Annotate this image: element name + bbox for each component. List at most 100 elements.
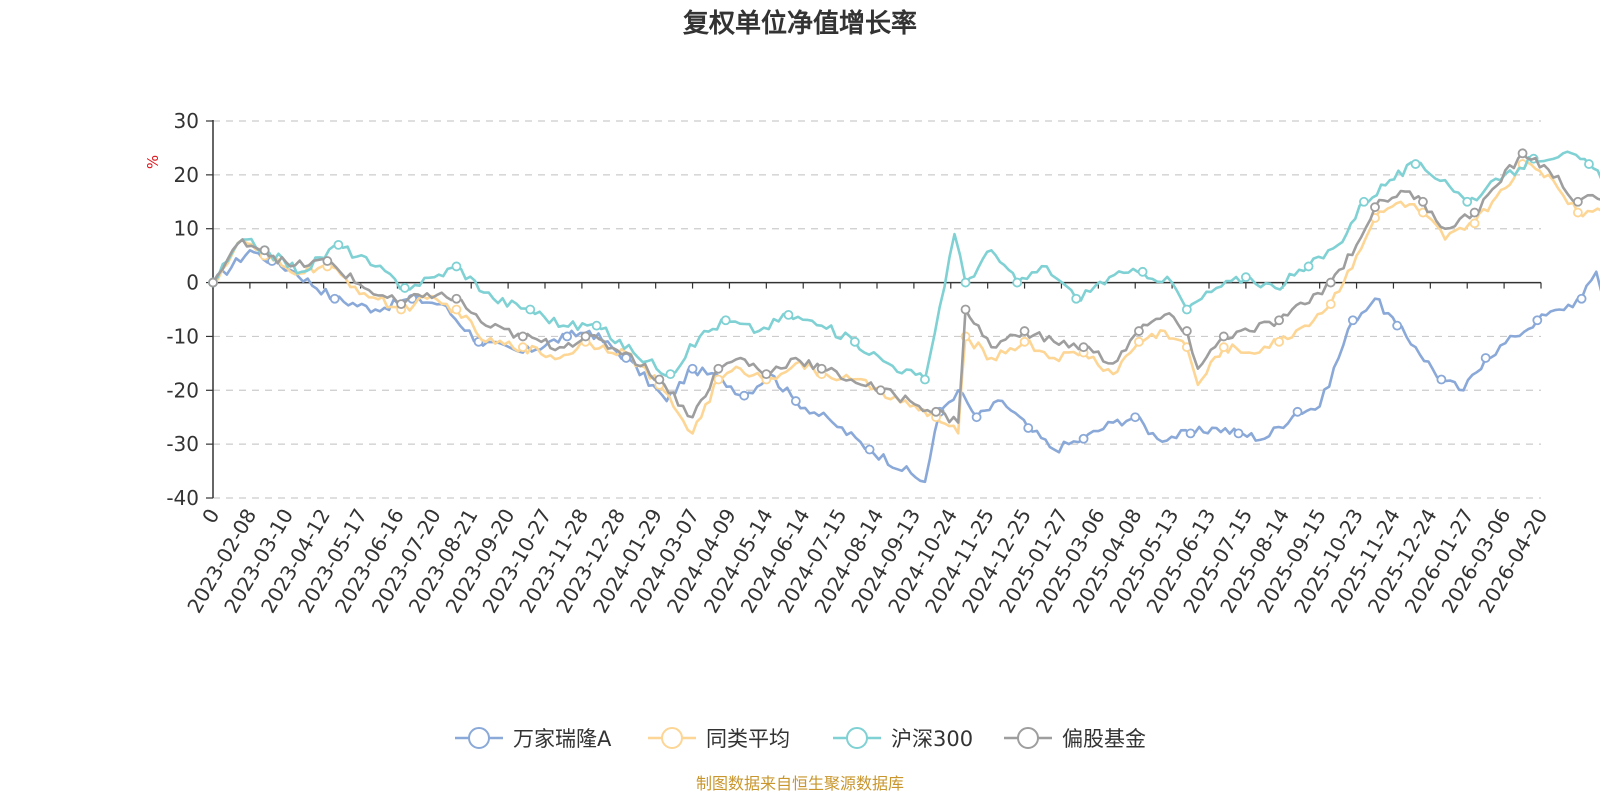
data-point — [1072, 295, 1080, 303]
legend-marker — [847, 728, 867, 748]
data-point — [209, 279, 217, 287]
y-tick-label: 30 — [174, 109, 199, 133]
data-point — [519, 343, 527, 351]
data-point — [1275, 338, 1283, 346]
data-point — [1242, 273, 1250, 281]
legend-item-3[interactable]: 偏股基金 — [1004, 727, 1146, 751]
y-axis-unit: % — [144, 155, 162, 169]
data-point — [1183, 327, 1191, 335]
legend-label: 同类平均 — [706, 727, 790, 751]
data-point — [921, 376, 929, 384]
legend-marker — [662, 728, 682, 748]
legend-marker — [1018, 728, 1038, 748]
legend[interactable]: 万家瑞隆A 同类平均 沪深300 偏股基金 — [455, 727, 1146, 751]
y-tick-label: -30 — [166, 432, 199, 456]
data-point — [740, 392, 748, 400]
legend-item-0[interactable]: 万家瑞隆A — [455, 727, 612, 751]
data-point — [1294, 408, 1302, 416]
data-point — [851, 338, 859, 346]
data-point — [1482, 354, 1490, 362]
data-point — [1183, 306, 1191, 314]
data-point — [1305, 262, 1313, 270]
chart-title: 复权单位净值增长率 — [683, 8, 917, 39]
data-point — [261, 246, 269, 254]
legend-marker — [469, 728, 489, 748]
grid — [213, 121, 1541, 498]
data-point — [452, 306, 460, 314]
data-point — [973, 413, 981, 421]
x-tick-label: 0 — [197, 505, 224, 528]
data-point — [582, 332, 590, 340]
data-point — [1463, 198, 1471, 206]
data-point — [1139, 268, 1147, 276]
chart: 复权单位净值增长率 % 3020100-10-20-30-4002023-02-… — [0, 0, 1600, 800]
data-point — [792, 397, 800, 405]
data-point — [1275, 316, 1283, 324]
data-point — [784, 311, 792, 319]
data-point — [962, 279, 970, 287]
legend-item-1[interactable]: 同类平均 — [648, 727, 790, 751]
data-point — [818, 365, 826, 373]
legend-label: 万家瑞隆A — [513, 727, 612, 751]
source-note: 制图数据来自恒生聚源数据库 — [696, 774, 904, 793]
axes: 3020100-10-20-30-4002023-02-082023-03-10… — [166, 109, 1552, 617]
data-point — [1349, 316, 1357, 324]
data-point — [1021, 338, 1029, 346]
y-tick-label: 0 — [186, 271, 199, 295]
y-tick-label: 10 — [174, 217, 199, 241]
data-point — [1471, 209, 1479, 217]
data-point — [1024, 424, 1032, 432]
data-point — [877, 386, 885, 394]
data-point — [866, 446, 874, 454]
data-point — [1585, 160, 1593, 168]
data-point — [666, 370, 674, 378]
series-line-1 — [213, 153, 1600, 433]
data-point — [1021, 327, 1029, 335]
legend-item-2[interactable]: 沪深300 — [833, 727, 973, 751]
data-point — [331, 295, 339, 303]
data-point — [1533, 316, 1541, 324]
y-tick-label: -40 — [166, 486, 199, 510]
data-point — [1371, 203, 1379, 211]
data-point — [1187, 429, 1195, 437]
y-tick-label: -10 — [166, 324, 199, 348]
data-point — [1412, 160, 1420, 168]
y-tick-label: -20 — [166, 378, 199, 402]
data-point — [1135, 327, 1143, 335]
data-point — [1519, 149, 1527, 157]
data-point — [1235, 429, 1243, 437]
data-point — [1080, 435, 1088, 443]
data-point — [1471, 219, 1479, 227]
data-point — [323, 257, 331, 265]
data-point — [526, 306, 534, 314]
data-point — [932, 408, 940, 416]
data-point — [1419, 198, 1427, 206]
data-point — [1220, 332, 1228, 340]
data-point — [655, 376, 663, 384]
y-tick-label: 20 — [174, 163, 199, 187]
data-point — [519, 332, 527, 340]
data-point — [1135, 338, 1143, 346]
data-point — [334, 241, 342, 249]
data-point — [1574, 198, 1582, 206]
data-point — [689, 365, 697, 373]
data-point — [1360, 198, 1368, 206]
legend-label: 偏股基金 — [1062, 727, 1146, 751]
data-point — [1437, 376, 1445, 384]
data-point — [1080, 343, 1088, 351]
data-point — [1220, 343, 1228, 351]
data-point — [1393, 322, 1401, 330]
data-point — [714, 365, 722, 373]
data-point — [401, 284, 409, 292]
legend-label: 沪深300 — [891, 727, 973, 751]
data-point — [1013, 279, 1021, 287]
data-point — [1131, 413, 1139, 421]
data-point — [962, 306, 970, 314]
data-point — [1578, 295, 1586, 303]
series-line-2 — [213, 152, 1600, 380]
data-point — [1574, 209, 1582, 217]
data-point — [397, 300, 405, 308]
data-point — [722, 316, 730, 324]
data-point — [593, 322, 601, 330]
data-point — [762, 370, 770, 378]
